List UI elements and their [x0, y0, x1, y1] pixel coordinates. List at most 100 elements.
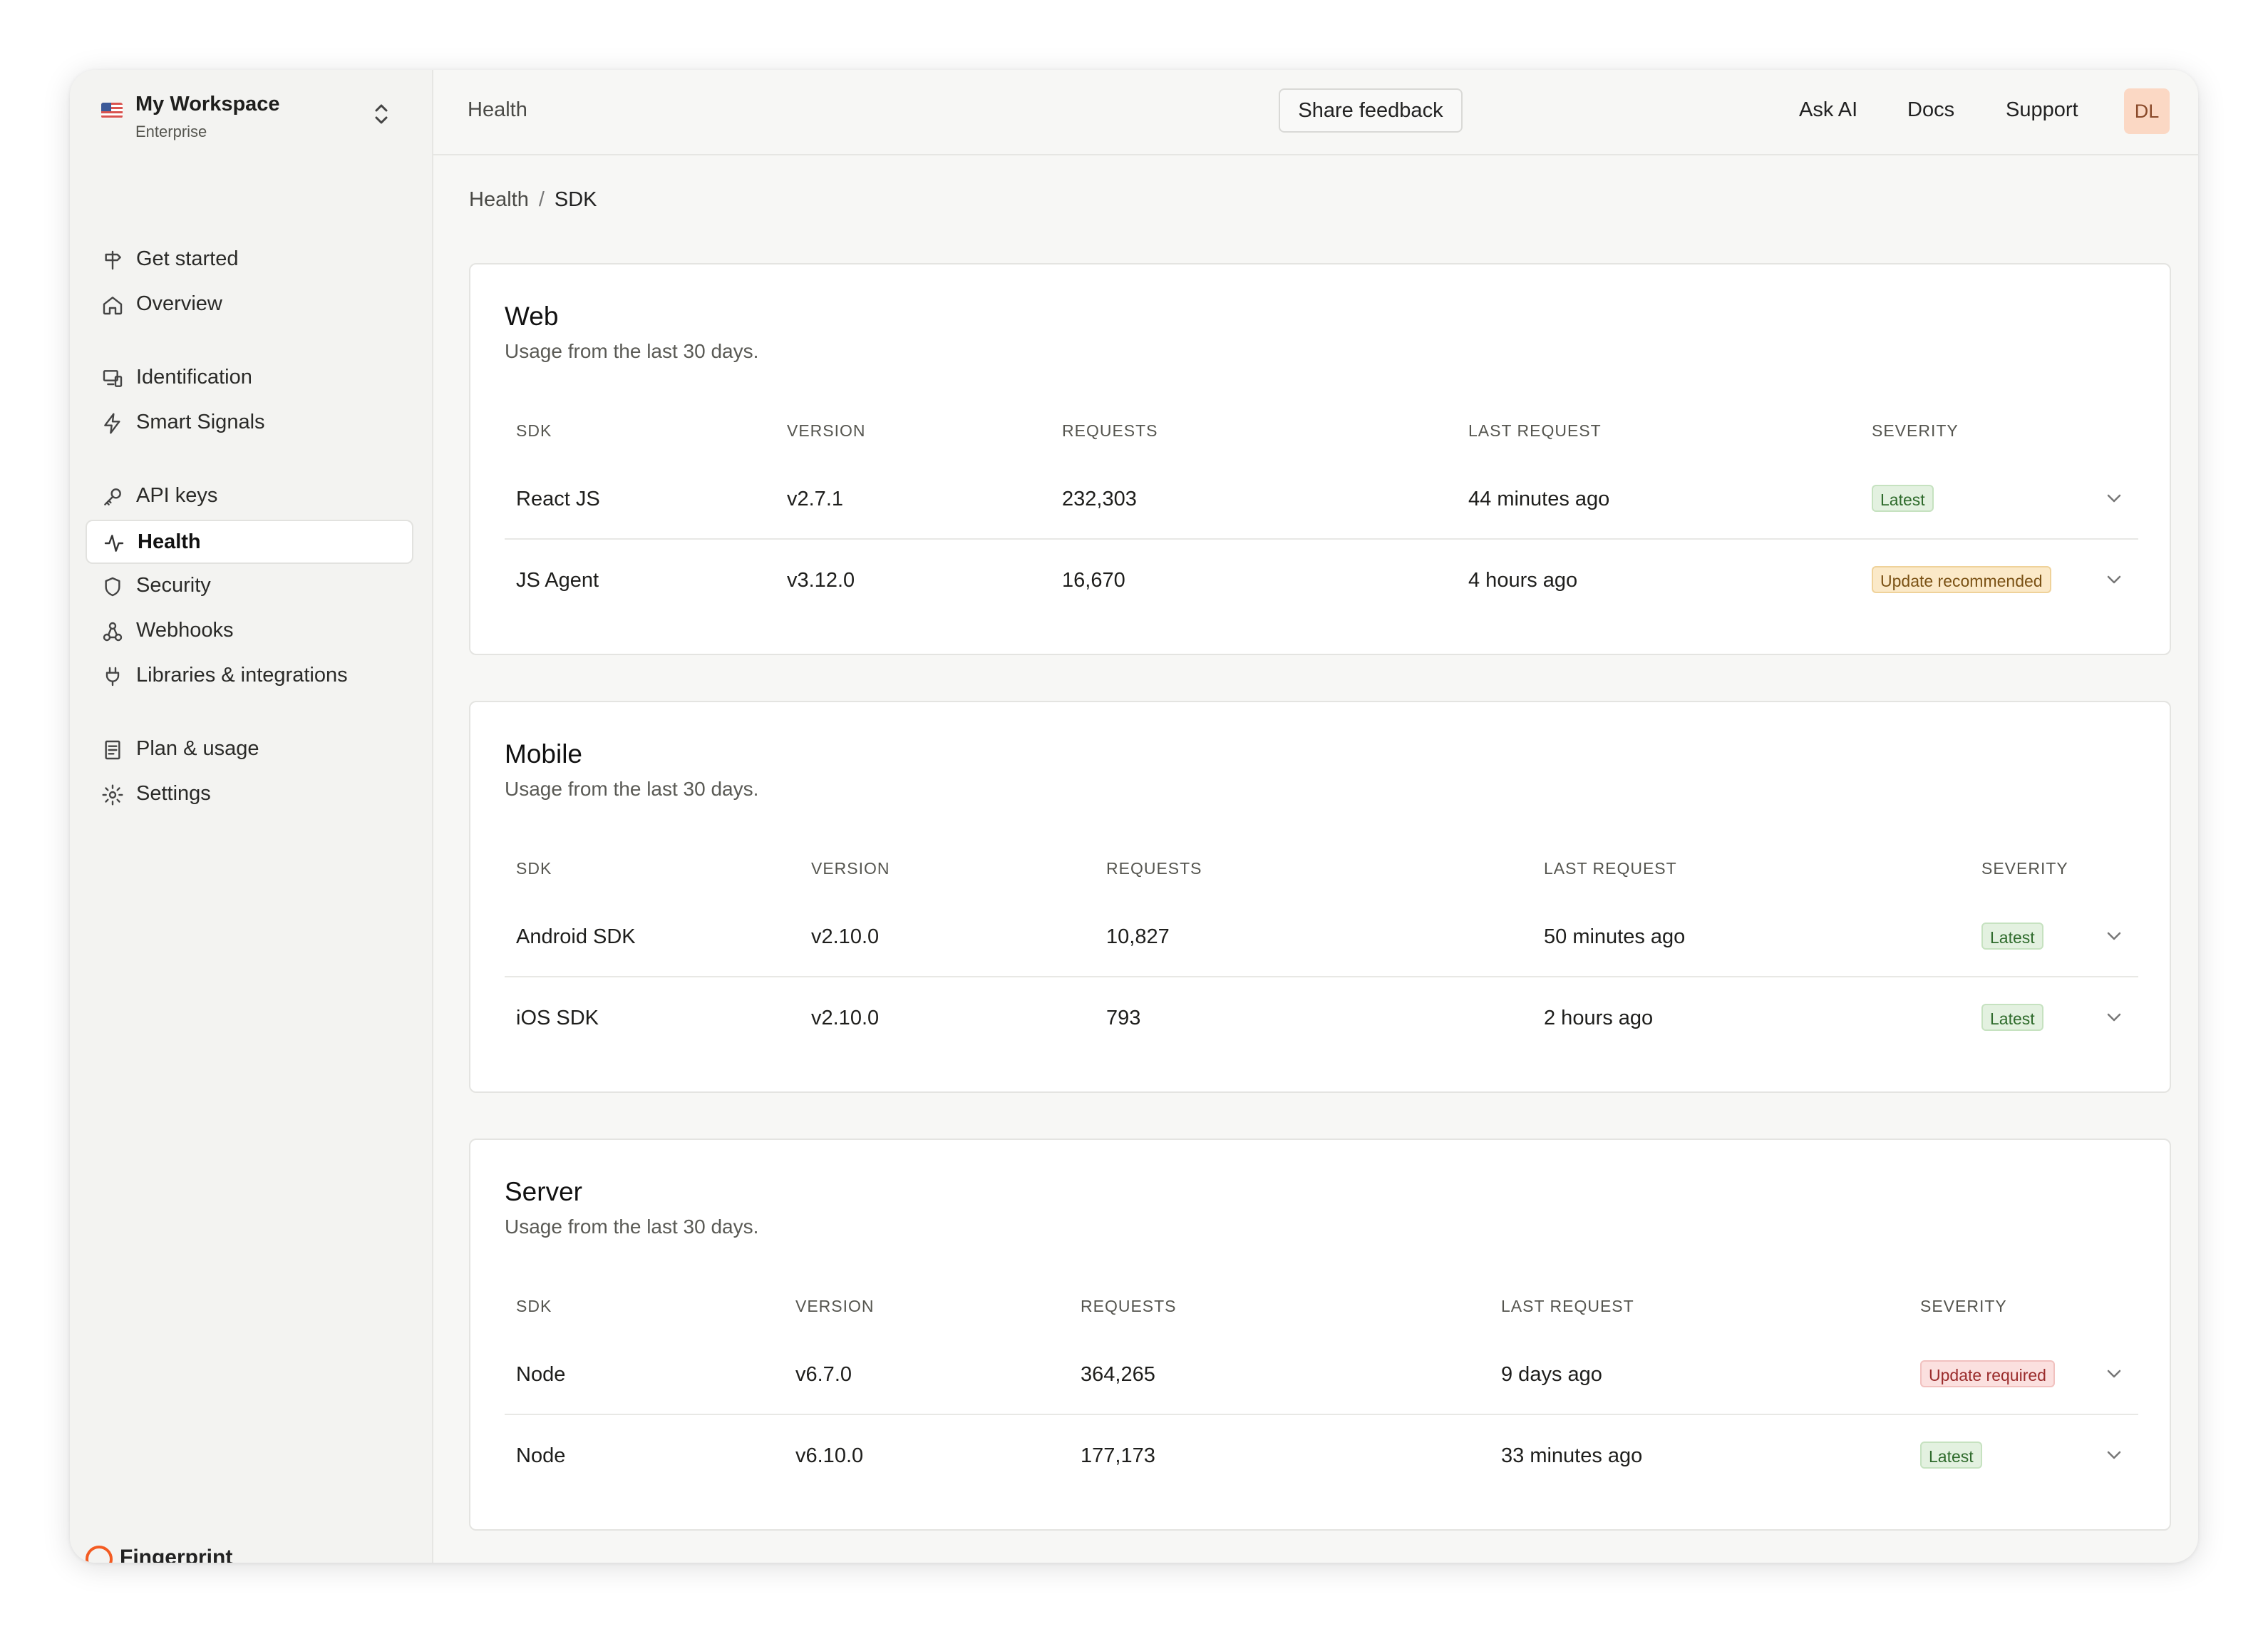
column-header-sdk: SDK	[516, 859, 552, 878]
sdk-last-request: 50 minutes ago	[1544, 925, 1686, 948]
sdk-name: Node	[516, 1444, 566, 1467]
sdk-last-request: 44 minutes ago	[1468, 488, 1610, 510]
column-header-last-request: LAST REQUEST	[1501, 1297, 1634, 1315]
sidebar-item-api-keys[interactable]: API keys	[86, 475, 413, 519]
sdk-version: v2.10.0	[811, 925, 880, 948]
sdk-last-request: 33 minutes ago	[1501, 1444, 1643, 1467]
sdk-last-request: 9 days ago	[1501, 1363, 1602, 1386]
docs-link[interactable]: Docs	[1907, 98, 1955, 121]
workspace-name: My Workspace	[135, 93, 280, 115]
card-subtitle: Usage from the last 30 days.	[505, 340, 759, 362]
sdk-requests: 793	[1106, 1007, 1141, 1029]
row-divider	[505, 1414, 2138, 1415]
sidebar-item-libraries-integrations[interactable]: Libraries & integrations	[86, 654, 413, 699]
lightning-icon	[101, 412, 124, 435]
card-subtitle: Usage from the last 30 days.	[505, 778, 759, 800]
sdk-last-request: 2 hours ago	[1544, 1007, 1654, 1029]
sidebar-item-label: Security	[136, 574, 211, 597]
column-header-severity: SEVERITY	[1920, 1297, 2007, 1315]
status-badge: Latest	[1872, 485, 1934, 512]
card-title: Server	[505, 1177, 582, 1206]
chevron-down-icon[interactable]	[2104, 1364, 2124, 1384]
fingerprint-icon	[86, 1546, 113, 1563]
sdk-name: Node	[516, 1363, 566, 1386]
sdk-version: v6.7.0	[795, 1363, 852, 1386]
status-badge: Latest	[1920, 1442, 1982, 1469]
status-badge: Latest	[1981, 923, 2043, 950]
sidebar-item-label: Health	[138, 530, 201, 553]
status-badge: Latest	[1981, 1004, 2043, 1031]
status-badge: Update recommended	[1872, 566, 2051, 593]
column-header-requests: REQUESTS	[1062, 421, 1158, 440]
key-icon	[101, 485, 124, 508]
signpost-icon	[101, 249, 124, 272]
workspace-plan: Enterprise	[135, 123, 207, 140]
share-feedback-button[interactable]: Share feedback	[1279, 88, 1463, 133]
breadcrumb-separator: /	[538, 188, 545, 211]
sidebar-item-settings[interactable]: Settings	[86, 773, 413, 817]
home-icon	[101, 294, 124, 317]
sidebar-item-get-started[interactable]: Get started	[86, 238, 413, 282]
sidebar-item-label: Settings	[136, 782, 211, 805]
sdk-version: v6.10.0	[795, 1444, 864, 1467]
chevron-down-icon[interactable]	[2104, 570, 2124, 590]
breadcrumb-current: SDK	[554, 188, 597, 211]
plug-icon	[101, 665, 124, 688]
sdk-version: v2.10.0	[811, 1007, 880, 1029]
sdk-version: v2.7.1	[787, 488, 843, 510]
column-header-requests: REQUESTS	[1106, 859, 1202, 878]
sidebar-item-identification[interactable]: Identification	[86, 356, 413, 401]
chevron-down-icon[interactable]	[2104, 926, 2124, 946]
webhook-icon	[101, 620, 124, 643]
sdk-name: Android SDK	[516, 925, 636, 948]
sidebar-item-label: Webhooks	[136, 619, 234, 642]
sidebar-item-smart-signals[interactable]: Smart Signals	[86, 401, 413, 446]
sdk-requests: 16,670	[1062, 569, 1125, 592]
sdk-card-web: Web Usage from the last 30 days. SDK VER…	[469, 263, 2171, 655]
workspace-switcher[interactable]: My Workspace Enterprise	[101, 88, 415, 143]
support-link[interactable]: Support	[2006, 98, 2078, 121]
sdk-version: v3.12.0	[787, 569, 855, 592]
sidebar-item-health[interactable]: Health	[86, 520, 413, 564]
page-title: Health	[468, 98, 527, 121]
sdk-card-server: Server Usage from the last 30 days. SDK …	[469, 1139, 2171, 1531]
column-header-severity: SEVERITY	[1872, 421, 1959, 440]
sdk-requests: 177,173	[1081, 1444, 1155, 1467]
sdk-name: JS Agent	[516, 569, 599, 592]
sidebar-item-plan-usage[interactable]: Plan & usage	[86, 728, 413, 772]
sdk-name: iOS SDK	[516, 1007, 599, 1029]
sdk-requests: 10,827	[1106, 925, 1170, 948]
chevron-up-down-icon[interactable]	[371, 98, 392, 130]
status-badge: Update required	[1920, 1360, 2055, 1387]
column-header-last-request: LAST REQUEST	[1544, 859, 1677, 878]
ask-ai-link[interactable]: Ask AI	[1799, 98, 1858, 121]
column-header-version: VERSION	[795, 1297, 875, 1315]
chevron-down-icon[interactable]	[2104, 1007, 2124, 1027]
chevron-down-icon[interactable]	[2104, 488, 2124, 508]
sidebar-item-webhooks[interactable]: Webhooks	[86, 610, 413, 654]
sdk-requests: 364,265	[1081, 1363, 1155, 1386]
column-header-sdk: SDK	[516, 1297, 552, 1315]
column-header-version: VERSION	[811, 859, 890, 878]
sidebar-item-label: Libraries & integrations	[136, 664, 348, 687]
breadcrumb-parent[interactable]: Health	[469, 188, 529, 211]
brand-logo: Fingerprint	[86, 1546, 299, 1563]
card-title: Web	[505, 302, 559, 331]
sidebar-item-label: Get started	[136, 247, 239, 270]
sidebar-item-overview[interactable]: Overview	[86, 283, 413, 327]
row-divider	[505, 538, 2138, 540]
sdk-last-request: 4 hours ago	[1468, 569, 1578, 592]
sidebar-item-label: Identification	[136, 366, 252, 389]
column-header-sdk: SDK	[516, 421, 552, 440]
breadcrumb: Health / SDK	[469, 188, 597, 212]
column-header-requests: REQUESTS	[1081, 1297, 1177, 1315]
sdk-card-mobile: Mobile Usage from the last 30 days. SDK …	[469, 701, 2171, 1093]
avatar[interactable]: DL	[2124, 88, 2170, 134]
gear-icon	[101, 783, 124, 806]
brand-name: Fingerprint	[120, 1546, 233, 1563]
sidebar-item-label: API keys	[136, 484, 218, 507]
chevron-down-icon[interactable]	[2104, 1445, 2124, 1465]
devices-icon	[101, 367, 124, 390]
column-header-last-request: LAST REQUEST	[1468, 421, 1602, 440]
sidebar-item-security[interactable]: Security	[86, 565, 413, 609]
